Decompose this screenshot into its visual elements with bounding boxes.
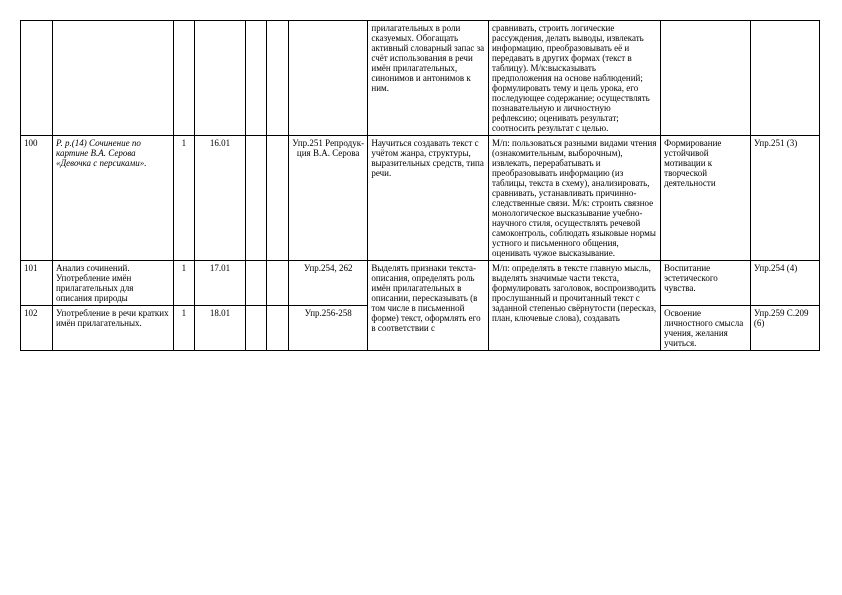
table-row: 100 Р. р.(14) Сочинение по картине В.А. … [21, 136, 820, 261]
cell-empty [245, 21, 267, 136]
cell-hw: Упр.254 (4) [750, 261, 819, 306]
cell-date: 16.01 [195, 136, 246, 261]
cell-hw: Упр.259 С.209 (6) [750, 306, 819, 351]
text: описании, пересказывать (в том числе в п… [371, 293, 480, 333]
cell-empty [267, 136, 289, 261]
cell-date: 17.01 [195, 261, 246, 306]
lesson-plan-table: прилагательных в роли сказуемых. Обогаща… [20, 20, 820, 351]
text: прослушанный и прочитанный текст с задан… [492, 293, 656, 323]
text: Выделять признаки текста-описания, опред… [371, 263, 476, 293]
cell-personal: Воспитание эстетического чувства. [661, 261, 751, 306]
cell-empty [245, 136, 267, 261]
cell-hours: 1 [173, 136, 195, 261]
cell-empty [267, 21, 289, 136]
cell-material: Упр.256-258 [289, 306, 368, 351]
cell-hw: Упр.251 (3) [750, 136, 819, 261]
cell-uud: М/п: пользоваться разными видами чтения … [488, 136, 660, 261]
cell-material: Упр.254, 262 [289, 261, 368, 306]
cell-result: Выделять признаки текста-описания, опред… [368, 261, 489, 351]
cell-date: 18.01 [195, 306, 246, 351]
cell-personal [661, 21, 751, 136]
cell-personal: Формирование устойчивой мотивации к твор… [661, 136, 751, 261]
cell-result: Научиться создавать текст с учётом жанра… [368, 136, 489, 261]
table-row: прилагательных в роли сказуемых. Обогаща… [21, 21, 820, 136]
cell-date [195, 21, 246, 136]
cell-uud: М/п: определять в тексте главную мысль, … [488, 261, 660, 351]
cell-empty [267, 306, 289, 351]
cell-hours: 1 [173, 306, 195, 351]
cell-empty [267, 261, 289, 306]
table-row: 101 Анализ сочинений. Употребление имён … [21, 261, 820, 306]
cell-material [289, 21, 368, 136]
cell-topic: Анализ сочинений. Употребление имён прил… [52, 261, 173, 306]
cell-empty [245, 261, 267, 306]
text: М/п: определять в тексте главную мысль, … [492, 263, 656, 293]
cell-hours: 1 [173, 261, 195, 306]
cell-uud: сравнивать, строить логические рассужден… [488, 21, 660, 136]
cell-empty [245, 306, 267, 351]
cell-num: 102 [21, 306, 53, 351]
cell-topic: Р. р.(14) Сочинение по картине В.А. Серо… [52, 136, 173, 261]
cell-hours [173, 21, 195, 136]
cell-topic [52, 21, 173, 136]
cell-topic: Употребление в речи кратких имён прилага… [52, 306, 173, 351]
cell-num: 100 [21, 136, 53, 261]
cell-hw [750, 21, 819, 136]
cell-material: Упр.251 Репродук-ция В.А. Серова [289, 136, 368, 261]
cell-num [21, 21, 53, 136]
cell-personal: Освоение личностного смысла учения, жела… [661, 306, 751, 351]
cell-num: 101 [21, 261, 53, 306]
cell-result: прилагательных в роли сказуемых. Обогаща… [368, 21, 489, 136]
